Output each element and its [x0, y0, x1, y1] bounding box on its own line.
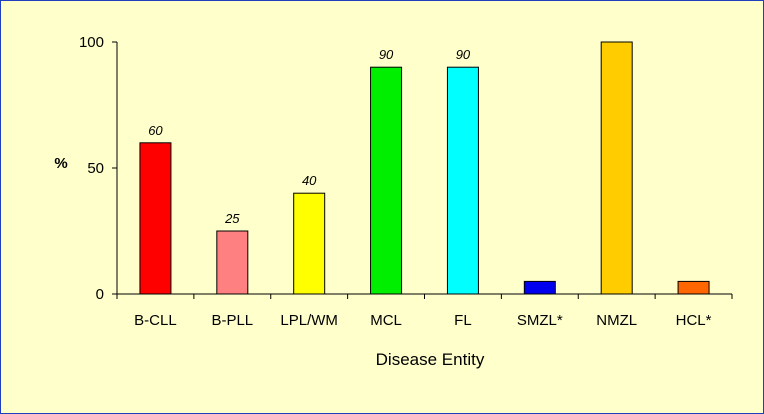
x-tick-label: FL — [454, 312, 472, 329]
x-tick-label: NMZL — [596, 312, 637, 329]
y-tick-label: 0 — [96, 286, 104, 303]
bar-b-pll — [216, 230, 249, 295]
y-tick-label: 100 — [79, 34, 104, 51]
x-tick-label: HCL* — [676, 312, 712, 329]
data-labels-group: 60 25 40 90 90 — [148, 47, 471, 226]
x-axis-label: Disease Entity — [376, 350, 485, 369]
axes-group — [116, 42, 732, 295]
bars-group — [139, 41, 710, 295]
bar-nmzl — [600, 41, 633, 295]
data-label: 40 — [302, 173, 317, 188]
bar-fl — [446, 66, 479, 295]
x-tick-label: B-CLL — [134, 312, 177, 329]
y-tick-label: 50 — [87, 160, 104, 177]
data-label: 60 — [148, 123, 163, 138]
x-ticks-group: B-CLL B-PLL LPL/WM MCL FL SMZL* NMZL HCL* — [116, 294, 733, 329]
x-tick-label: LPL/WM — [280, 312, 338, 329]
x-tick-label: B-PLL — [211, 312, 253, 329]
data-label: 90 — [456, 47, 471, 62]
bar-b-cll — [139, 142, 172, 295]
y-axis-label: % — [54, 155, 67, 172]
bar-mcl — [370, 66, 403, 295]
data-label: 25 — [224, 211, 240, 226]
x-tick-label: MCL — [370, 312, 402, 329]
y-ticks-group: 0 50 100 — [79, 34, 117, 303]
bar-smzl — [523, 280, 556, 295]
bar-lpl-wm — [293, 192, 326, 295]
x-tick-label: SMZL* — [517, 312, 563, 329]
data-label: 90 — [379, 47, 394, 62]
bar-hcl — [677, 280, 710, 295]
